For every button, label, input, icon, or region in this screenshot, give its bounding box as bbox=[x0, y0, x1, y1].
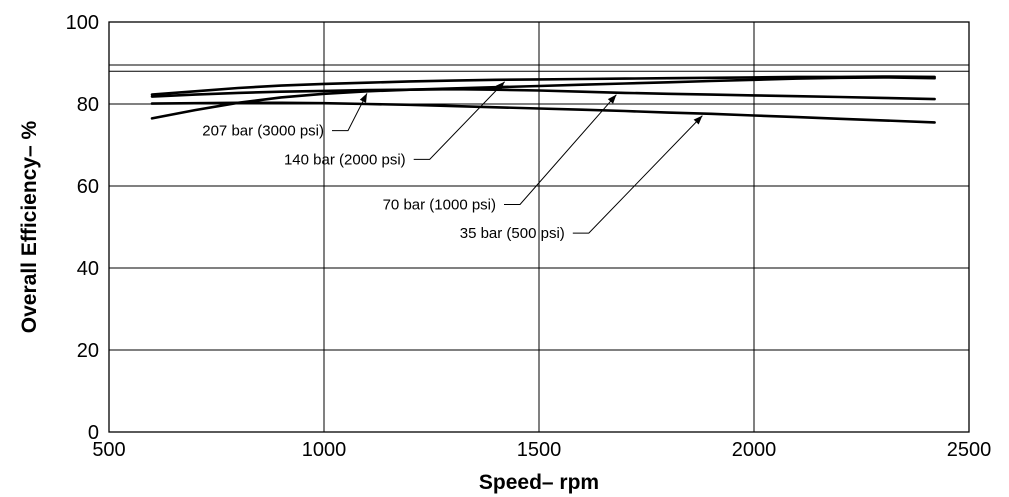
annotation-leader bbox=[504, 94, 617, 205]
arrowhead bbox=[495, 81, 505, 91]
series-line-2 bbox=[150, 87, 936, 101]
y-tick-label: 60 bbox=[77, 176, 99, 198]
annotation-leader bbox=[413, 81, 505, 160]
x-axis-title: Speed– rpm bbox=[479, 471, 599, 494]
y-axis-title: Overall Efficiency– % bbox=[18, 120, 41, 333]
annotation-label: 207 bar (3000 psi) bbox=[202, 123, 324, 140]
series-line-0 bbox=[150, 76, 936, 120]
y-tick-labels: 0 20 40 60 80 100 bbox=[66, 12, 99, 444]
series-line-1 bbox=[150, 75, 936, 96]
annotation-label: 70 bar (1000 psi) bbox=[383, 196, 496, 213]
arrowhead bbox=[693, 115, 703, 125]
series-lines bbox=[150, 75, 936, 124]
y-tick-label: 0 bbox=[88, 422, 99, 444]
series-line-3 bbox=[150, 101, 936, 124]
x-tick-label: 2000 bbox=[732, 439, 777, 461]
y-tick-label: 100 bbox=[66, 12, 99, 34]
arrowhead bbox=[359, 93, 367, 103]
reference-lines bbox=[109, 64, 969, 72]
x-tick-labels: 500 1000 1500 2000 2500 bbox=[92, 439, 991, 461]
y-tick-label: 80 bbox=[77, 94, 99, 116]
plot-frame bbox=[108, 21, 970, 433]
x-tick-label: 1000 bbox=[302, 439, 347, 461]
annotation-labels: 207 bar (3000 psi) 140 bar (2000 psi) 70 b… bbox=[202, 123, 565, 243]
annotation-leader bbox=[572, 115, 703, 234]
annotation-leaders bbox=[332, 81, 703, 234]
x-tick-label: 500 bbox=[92, 439, 125, 461]
x-tick-label: 2500 bbox=[947, 439, 992, 461]
annotation-label: 35 bar (500 psi) bbox=[460, 225, 565, 242]
y-tick-label: 40 bbox=[77, 258, 99, 280]
annotation-label: 140 bar (2000 psi) bbox=[284, 151, 406, 168]
annotation-leader bbox=[332, 93, 368, 132]
x-tick-label: 1500 bbox=[517, 439, 562, 461]
y-tick-label: 20 bbox=[77, 340, 99, 362]
arrowhead bbox=[607, 94, 617, 104]
